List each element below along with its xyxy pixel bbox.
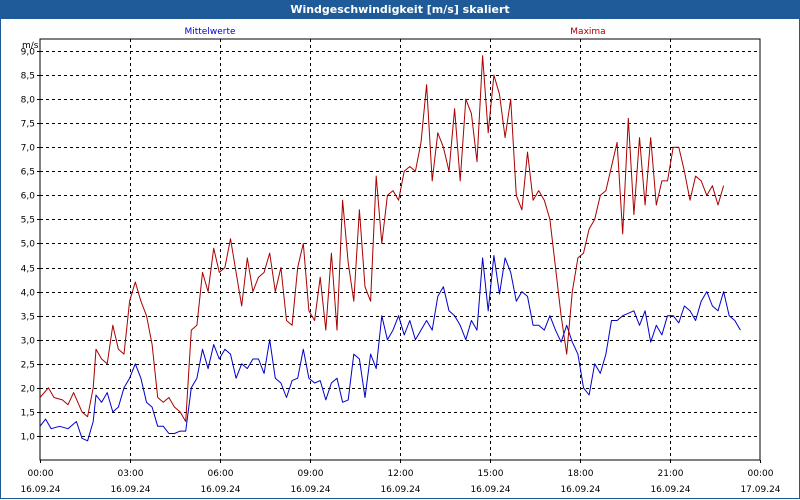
x-tick-date: 16.09.24 [380,485,420,495]
legend-max: Maxima [570,27,605,37]
x-tick-time: 00:00 [748,469,774,479]
x-tick-date: 16.09.24 [290,485,330,495]
series-lines [39,55,741,442]
x-tick-date: 16.09.24 [650,485,690,495]
x-tick-date: 16.09.24 [470,485,510,495]
x-tick-time: 21:00 [658,469,684,479]
y-tick-label: 4,5 [21,265,35,275]
x-tick-time: 12:00 [388,469,414,479]
x-tick-time: 06:00 [208,469,234,479]
x-tick-date: 16.09.24 [200,485,240,495]
y-tick-label: 5,5 [21,216,35,226]
y-axis: 1,0 1,5 2,0 2,5 3,0 3,5 4,0 4,5 5,0 5,5 6,0 6,5 7,0 7… [21,48,40,443]
y-tick-label: 1,5 [21,409,35,419]
x-tick-time: 03:00 [118,469,144,479]
y-tick-label: 9,0 [21,48,36,58]
y-tick-label: 6,0 [21,192,36,202]
y-tick-label: 1,0 [21,433,36,443]
grid [40,39,760,460]
y-tick-label: 5,0 [21,240,36,250]
y-tick-label: 7,5 [21,120,35,130]
chart-title: Windgeschwindigkeit [m/s] skaliert [0,0,800,19]
legend-mean: Mittelwerte [184,27,235,37]
x-tick-time: 00:00 [28,469,54,479]
x-tick-time: 15:00 [478,469,504,479]
x-tick-date: 17.09.24 [740,485,780,495]
y-tick-label: 7,0 [21,144,36,154]
y-tick-label: 6,5 [21,168,35,178]
series-line-maxima [39,55,725,422]
y-tick-label: 4,0 [21,289,36,299]
x-axis: 00:00 16.09.24 03:00 16.09.24 06:00 16.09.24 0… [20,460,781,495]
x-tick-date: 16.09.24 [110,485,150,495]
y-tick-label: 3,0 [21,337,36,347]
x-tick-time: 18:00 [568,469,594,479]
y-tick-label: 2,0 [21,385,36,395]
x-tick-time: 09:00 [298,469,324,479]
series-line-mittelwerte [39,255,741,442]
y-tick-label: 8,5 [21,72,35,82]
x-tick-date: 16.09.24 [20,485,60,495]
y-tick-label: 2,5 [21,361,35,371]
y-tick-label: 3,5 [21,313,35,323]
y-axis-label: m/s [22,41,39,51]
x-tick-date: 16.09.24 [560,485,600,495]
y-tick-label: 8,0 [21,96,36,106]
